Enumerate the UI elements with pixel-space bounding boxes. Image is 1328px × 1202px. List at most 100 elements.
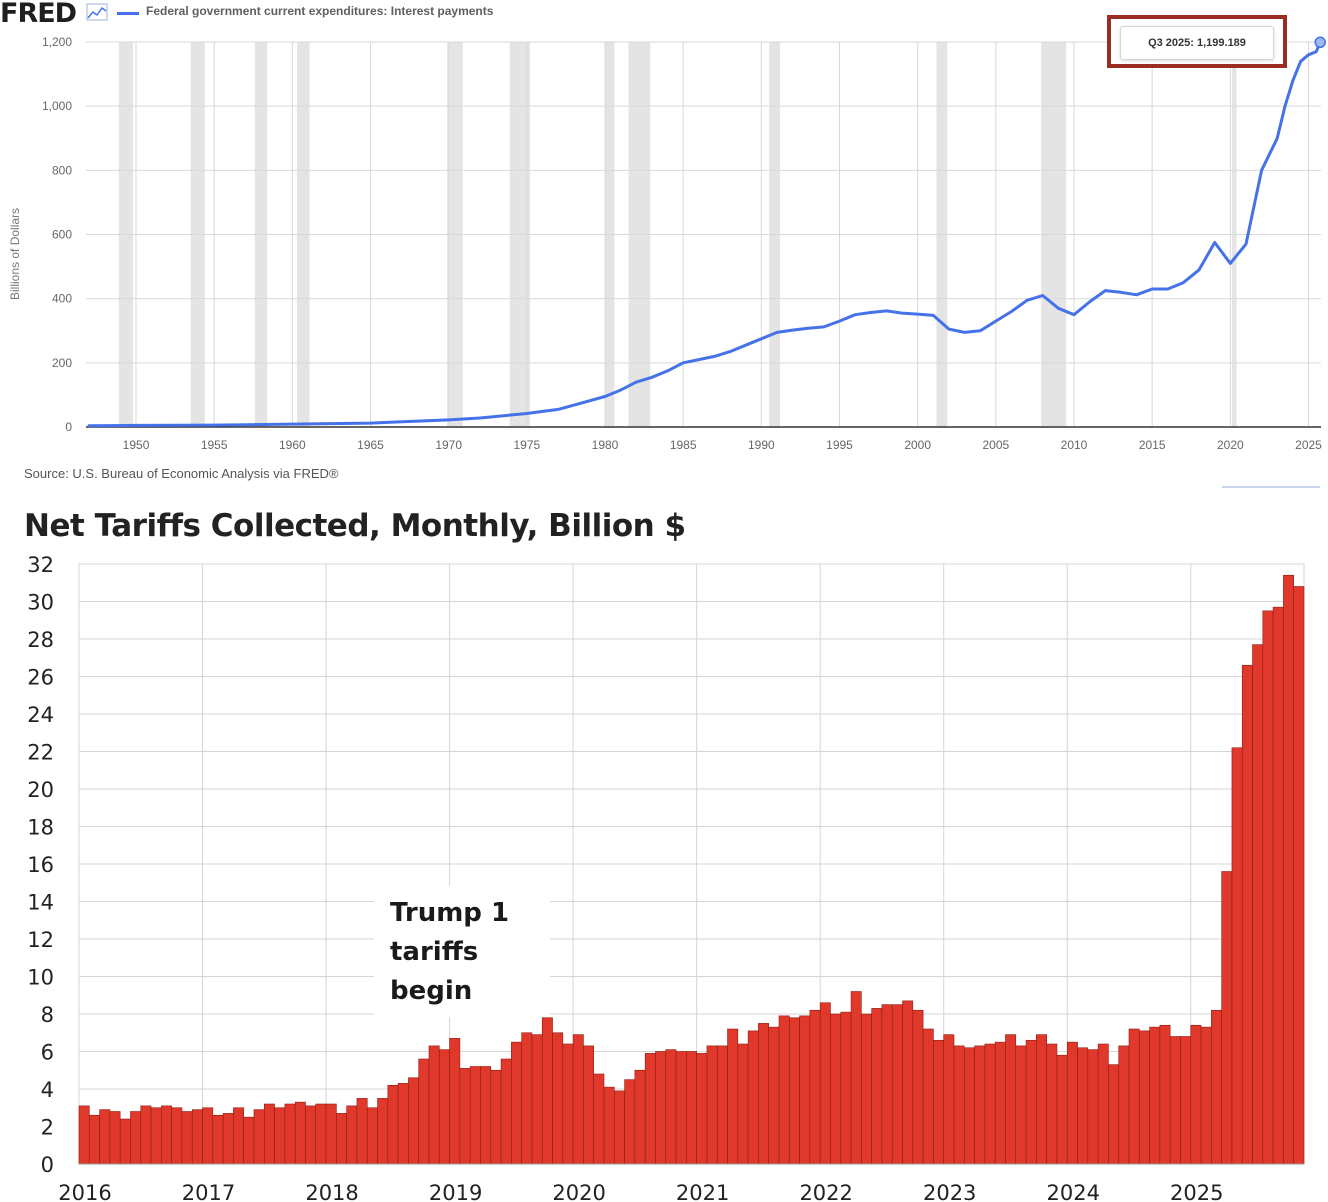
tariff-bar: [161, 1105, 172, 1165]
legend-series-label[interactable]: Federal government current expenditures:…: [146, 4, 494, 18]
y-tick-label: 4: [41, 1078, 54, 1102]
tariff-bar: [469, 1066, 481, 1165]
fred-line-chart: 0 200 400 600 800 1,000 1,200 1950 1955 1960 1965 1…: [42, 35, 1326, 452]
y-tick-label: 30: [27, 591, 54, 615]
y-tick-label: 0: [41, 1153, 54, 1177]
tariff-bar: [294, 1101, 306, 1165]
tariff-bar: [871, 1008, 883, 1165]
tariff-bar: [902, 1000, 914, 1165]
x-tick-label: 1965: [357, 438, 384, 452]
y-tick-label: 20: [27, 778, 54, 802]
tariff-bar: [119, 1118, 131, 1165]
tariff-bar: [933, 1039, 944, 1165]
tariff-bar: [1252, 644, 1264, 1165]
tariff-bar: [1180, 1036, 1192, 1165]
x-tick-label: 1985: [670, 438, 697, 452]
tariff-bar: [1097, 1043, 1109, 1165]
x-tick-label: 2005: [982, 438, 1009, 452]
tariff-bar: [263, 1103, 275, 1165]
tariff-bar: [1015, 1045, 1027, 1165]
tariff-bar: [1005, 1034, 1017, 1165]
tariff-bar: [171, 1107, 183, 1165]
fred-chart-panel: 0 200 400 600 800 1,000 1,200 1950 1955 1960 1965 1…: [0, 0, 1328, 489]
tariff-bar: [1149, 1026, 1161, 1165]
tariff-bar: [1036, 1034, 1047, 1165]
tariff-bar: [778, 1015, 790, 1165]
y-tick-label: 32: [27, 553, 54, 577]
tariff-bar: [459, 1068, 471, 1165]
tariff-bar: [665, 1049, 677, 1165]
x-tick-label: 2016: [58, 1181, 111, 1202]
y-tick-label: 800: [52, 163, 72, 177]
tariff-bar: [624, 1079, 636, 1165]
tariff-bar: [88, 1114, 100, 1165]
tariff-bar: [1231, 747, 1243, 1165]
tariff-bar: [181, 1111, 193, 1165]
y-tick-label: 2: [41, 1116, 54, 1140]
y-tick-label: 10: [27, 966, 54, 990]
tariff-bar: [747, 1030, 759, 1165]
tariff-bar: [1272, 606, 1284, 1165]
tariff-bar: [1159, 1024, 1171, 1165]
tariff-bar: [675, 1051, 687, 1165]
x-tick-label: 2010: [1061, 438, 1088, 452]
tariff-bar: [1262, 610, 1274, 1165]
tariff-bar: [572, 1034, 584, 1165]
tariff-bar: [861, 1013, 872, 1165]
x-tick-label: 2018: [305, 1181, 358, 1202]
tariff-bar: [387, 1084, 399, 1165]
tariff-bar: [788, 1017, 800, 1165]
tariff-bar: [1118, 1045, 1130, 1165]
tariff-bar: [449, 1038, 461, 1165]
fred-logo[interactable]: FRED: [0, 0, 77, 29]
tariff-bar: [593, 1073, 605, 1165]
tariff-bar: [511, 1041, 522, 1165]
tariff-bar: [974, 1045, 986, 1165]
tariff-bar: [912, 1009, 924, 1165]
tariff-bar: [78, 1105, 90, 1165]
y-tick-label: 1,200: [42, 35, 72, 49]
tariff-bar: [1066, 1041, 1078, 1165]
tariff-bar: [243, 1116, 255, 1165]
x-tick-label: 2024: [1047, 1181, 1100, 1202]
tariff-bar: [99, 1109, 111, 1165]
tariff-bar: [583, 1045, 594, 1165]
tariff-bar: [737, 1043, 749, 1165]
tariff-bar: [408, 1077, 420, 1165]
tariff-bar: [1221, 871, 1233, 1165]
tariff-bar: [819, 1002, 831, 1165]
tariff-bar: [284, 1103, 296, 1165]
tariff-bar: [418, 1058, 430, 1165]
x-tick-label: 1970: [435, 438, 462, 452]
latest-point-marker: [1314, 36, 1326, 49]
tariff-bar: [1241, 664, 1253, 1165]
tariff-bar: [191, 1109, 203, 1165]
tariff-bar: [1283, 574, 1295, 1165]
legend-series-swatch: [117, 12, 139, 15]
tariff-bar: [315, 1103, 327, 1165]
annotation-line: begin: [390, 976, 473, 1006]
tariff-bar: [1293, 586, 1305, 1165]
tariff-bar: [531, 1034, 543, 1165]
tariff-bar: [541, 1017, 553, 1165]
tariff-bar: [428, 1045, 440, 1165]
x-tick-label: 2019: [429, 1181, 482, 1202]
x-tick-label: 2015: [1139, 438, 1166, 452]
tariff-bar: [552, 1032, 564, 1165]
tariff-bar: [274, 1107, 286, 1165]
tariff-bar: [953, 1045, 965, 1165]
trump-tariffs-annotation: Trump 1 tariffs begin: [374, 886, 550, 1017]
tariff-bar: [686, 1051, 697, 1165]
annotation-line: Trump 1: [390, 898, 510, 928]
y-tick-label: 18: [27, 816, 54, 840]
y-tick-label: 600: [52, 228, 72, 242]
tariff-bar: [994, 1041, 1006, 1165]
y-tick-label: 26: [27, 666, 54, 690]
x-tick-label: 1980: [592, 438, 619, 452]
tariff-bar: [490, 1069, 502, 1165]
tariff-bar: [840, 1011, 852, 1165]
tariff-bar: [366, 1107, 378, 1165]
navigator-scrollbar[interactable]: [1222, 486, 1320, 489]
x-tick-label: 2022: [799, 1181, 852, 1202]
